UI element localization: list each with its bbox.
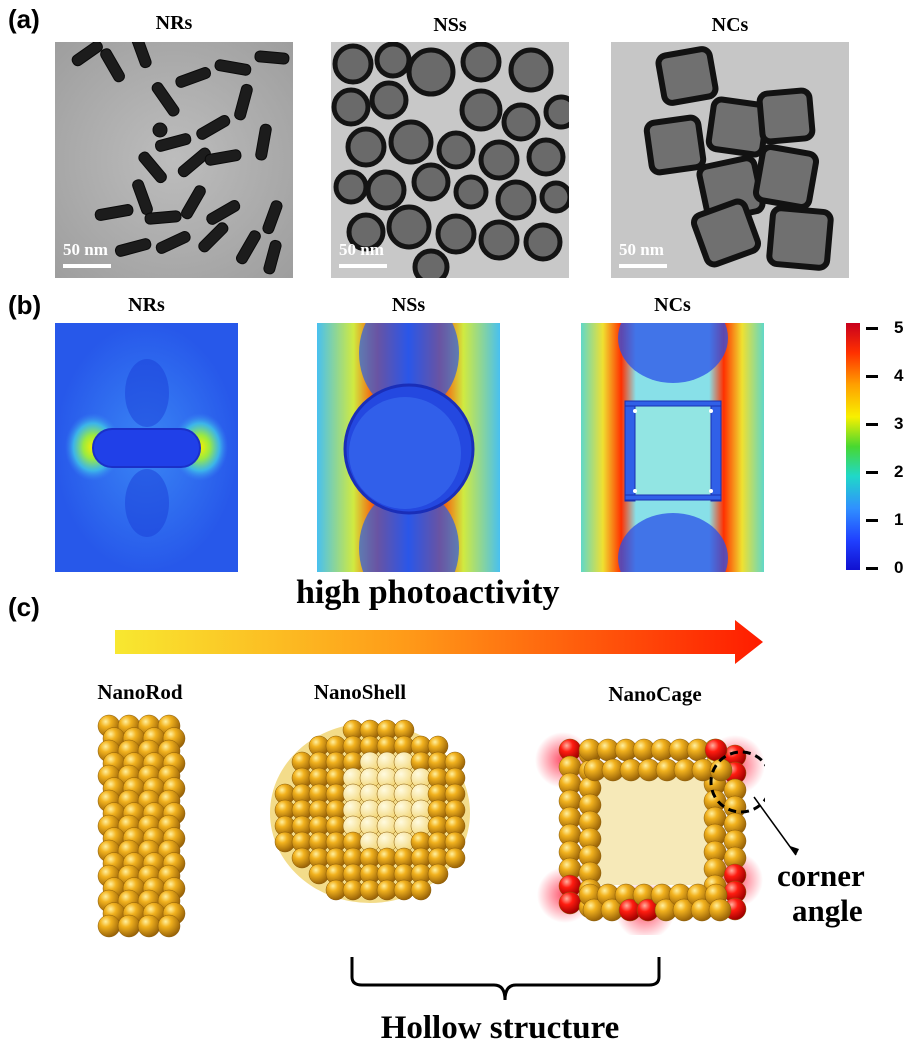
colorbar-tick-5: [866, 327, 878, 330]
angle-text: angle: [792, 893, 863, 928]
corner-text: corner: [777, 858, 865, 893]
colorbar-tick-2: [866, 471, 878, 474]
tem-image-nanocages: 50 nm: [611, 42, 849, 278]
field-map-nanorod: [55, 323, 238, 572]
colorbar-label-2: 2: [894, 462, 904, 481]
colorbar-tick-1: [866, 519, 878, 522]
nanoshell-model: [265, 718, 475, 908]
scale-label-nanoshells: 50 nm: [339, 240, 384, 259]
structure-label-nanocage: NanoCage: [608, 682, 702, 706]
scale-bar-nanorods: [63, 264, 111, 268]
scale-bar-nanoshells: [339, 264, 387, 268]
photoactivity-arrow: [115, 618, 765, 668]
colorbar-tick-4: [866, 375, 878, 378]
field-title-nss: NSs: [391, 294, 426, 316]
scale-label-nanocages: 50 nm: [619, 240, 664, 259]
colorbar: [846, 323, 860, 570]
field-map-nanoshell: [317, 323, 500, 572]
panel-c-label: (c): [8, 592, 40, 622]
nanorod-model: [95, 712, 190, 944]
colorbar-tick-0: [866, 567, 878, 570]
colorbar-label-4: 4: [894, 366, 904, 385]
photoactivity-text: high photoactivity: [296, 574, 560, 611]
tem-title-nss: NSs: [433, 14, 467, 36]
field-map-nanocage: [581, 323, 764, 572]
structure-label-nanoshell: NanoShell: [313, 680, 407, 704]
tem-image-nanoshells: 50 nm: [331, 42, 569, 278]
tem-title-ncs: NCs: [711, 14, 749, 36]
hollow-brace: [348, 955, 663, 1005]
scale-label-nanorods: 50 nm: [63, 240, 108, 259]
colorbar-label-5: 5: [894, 318, 904, 337]
tem-title-nrs: NRs: [155, 12, 193, 34]
nanocage-model: [535, 705, 773, 940]
scale-bar-nanocages: [619, 264, 667, 268]
field-title-ncs: NCs: [654, 294, 691, 316]
structure-label-nanorod: NanoRod: [97, 680, 183, 704]
corner-pointer-arrow: [752, 795, 812, 865]
field-title-nrs: NRs: [128, 294, 165, 316]
panel-a-label: (a): [8, 4, 40, 34]
panel-b-label: (b): [8, 290, 42, 320]
colorbar-label-0: 0: [894, 558, 904, 577]
colorbar-label-1: 1: [894, 510, 904, 529]
colorbar-label-3: 3: [894, 414, 904, 433]
hollow-structure-text: Hollow structure: [380, 1010, 620, 1046]
colorbar-tick-3: [866, 423, 878, 426]
tem-image-nanorods: 50 nm: [55, 42, 293, 278]
